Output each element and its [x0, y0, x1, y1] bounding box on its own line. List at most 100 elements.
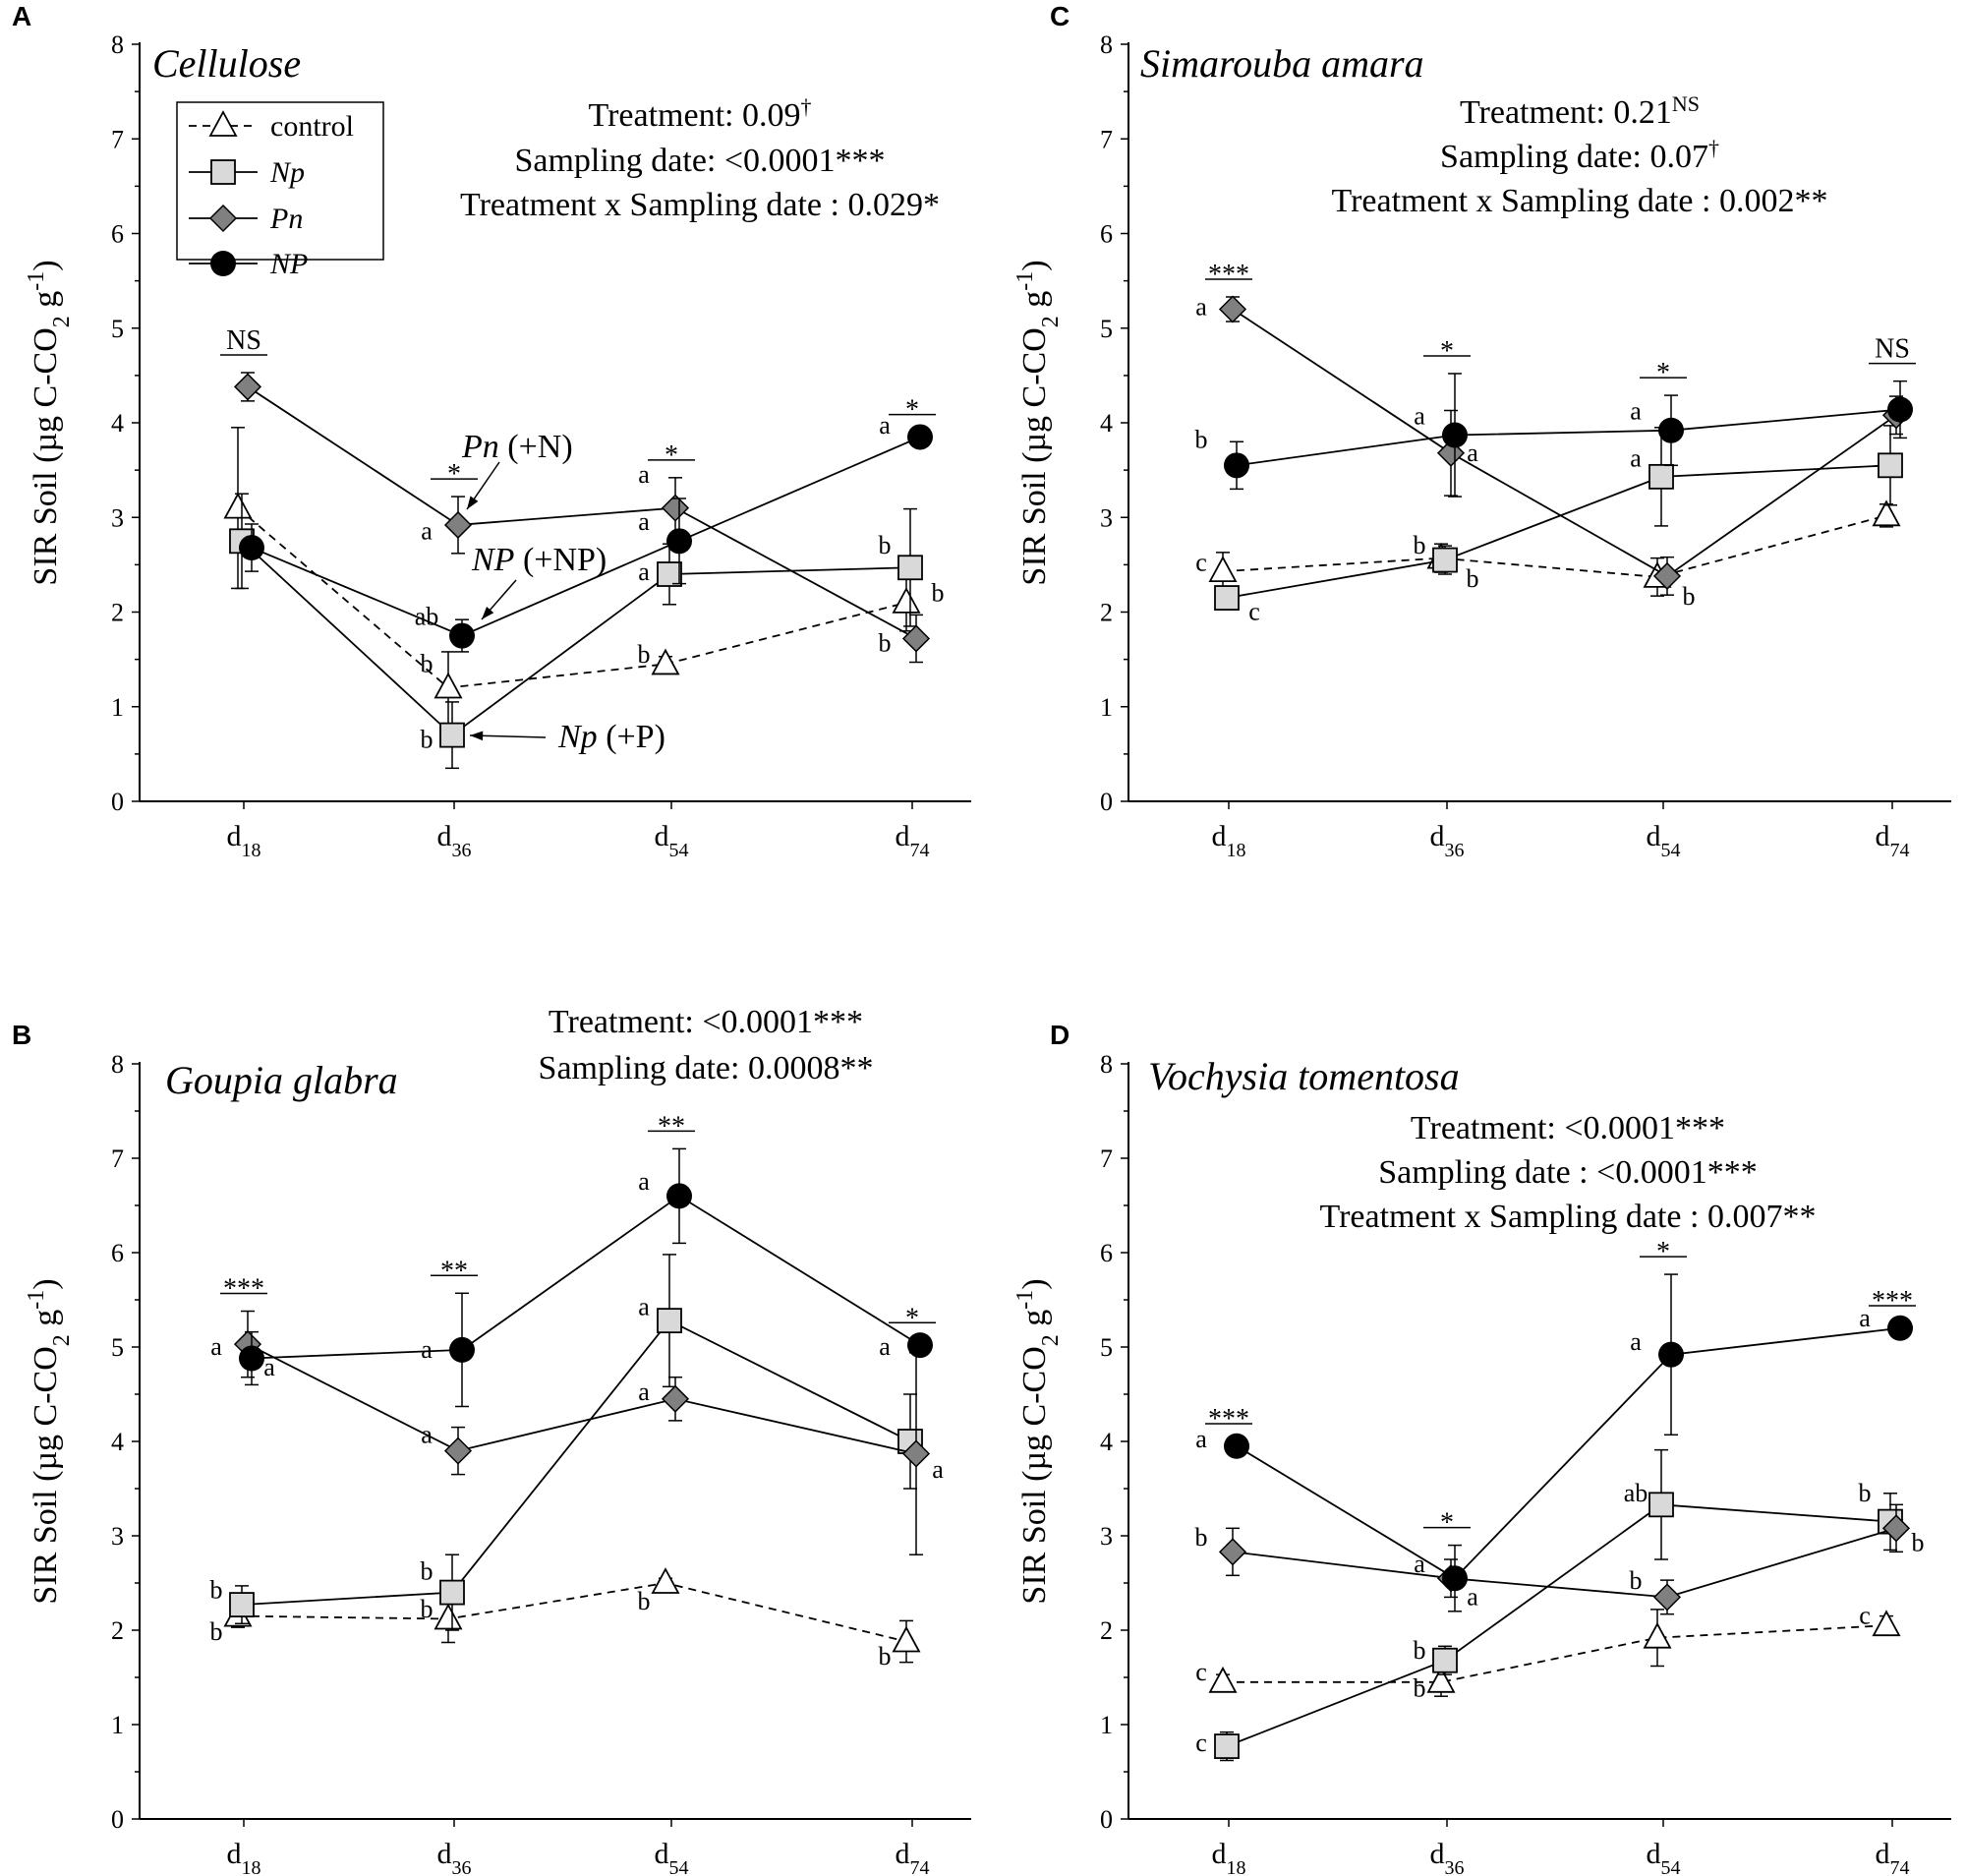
group-letter: b: [210, 1617, 223, 1646]
group-letter: a: [638, 557, 650, 586]
y-label-sup: -1: [1012, 271, 1038, 291]
significance-label: *: [905, 395, 919, 426]
x-tick-sub: 74: [1890, 1857, 1910, 1876]
marker-control: [892, 1625, 921, 1653]
y-label-sup: -1: [24, 271, 49, 291]
y-label-unit: g: [28, 291, 64, 317]
group-letter: a: [638, 507, 650, 536]
stat-main: Treatment: <0.0001***: [1411, 1110, 1725, 1146]
panel-title: Cellulose: [152, 41, 301, 86]
marker-control: [1208, 1666, 1238, 1693]
series-pn: [1218, 295, 1911, 596]
group-letter: ab: [415, 602, 439, 630]
y-tick-label: 6: [1100, 1239, 1113, 1267]
x-tick-sub: 74: [910, 840, 930, 861]
panel-letter: C: [1050, 1, 1070, 31]
group-letter: a: [1630, 444, 1642, 473]
series-line: [1232, 1527, 1897, 1599]
y-tick-label: 0: [111, 1805, 124, 1834]
stat-line: Treatment x Sampling date : 0.029*: [460, 187, 940, 223]
marker-np-circle: [1887, 396, 1913, 423]
y-tick-label: 1: [1100, 693, 1113, 722]
marker-np-square: [1878, 452, 1903, 479]
significance-label: ***: [1208, 260, 1249, 290]
series-np: [1214, 1448, 1903, 1762]
marker-control: [208, 110, 238, 137]
marker-np-square: [229, 1592, 255, 1617]
stat-sup: †: [1708, 136, 1719, 160]
annotation-label: Pn (+N): [461, 429, 573, 465]
stat-main: Sampling date: 0.07: [1440, 139, 1708, 175]
series-pn: [1218, 1503, 1911, 1615]
group-letter: b: [421, 649, 434, 677]
y-label-unit: g: [28, 1310, 64, 1335]
x-tick-label: d18: [227, 820, 261, 861]
marker-pn-diamond: [233, 373, 262, 401]
series-line: [251, 1195, 921, 1360]
x-tick-d: d: [655, 820, 669, 852]
x-tick-d: d: [1647, 820, 1661, 852]
x-tick-d: d: [1430, 820, 1445, 852]
group-letter: ab: [1624, 1479, 1648, 1507]
annotation-italic: Np: [557, 719, 598, 755]
x-tick-d: d: [227, 1838, 242, 1870]
y-tick-label: 1: [111, 1711, 124, 1739]
annotation-label: Np (+P): [557, 719, 665, 755]
y-tick-label: 6: [111, 220, 124, 249]
series-np: [1214, 425, 1903, 611]
y-tick-label: 4: [1100, 1428, 1113, 1456]
y-tick-label: 0: [1100, 788, 1113, 816]
series-control: [223, 427, 921, 725]
marker-pn-diamond: [1652, 1583, 1682, 1612]
panel-title: Vochysia tomentosa: [1148, 1054, 1460, 1098]
y-axis-label: SIR Soil (µg C-CO2 g-1): [1012, 260, 1064, 585]
y-axis-label: SIR Soil (µg C-CO2 g-1): [24, 1278, 75, 1604]
x-tick-label: d54: [655, 820, 689, 861]
marker-np-circle: [210, 251, 236, 276]
series-line: [1236, 1326, 1901, 1580]
x-tick-sub: 18: [1227, 1857, 1246, 1876]
marker-np-circle: [1887, 1315, 1913, 1341]
annotation-arrow-head: [470, 731, 484, 741]
stat-line: Treatment x Sampling date : 0.007**: [1320, 1199, 1817, 1235]
group-letter: c: [1195, 1729, 1207, 1757]
marker-pn-diamond: [1218, 295, 1247, 323]
annotation-rest: (+NP): [514, 542, 607, 578]
group-letter: a: [879, 411, 891, 440]
y-tick-label: 3: [1100, 503, 1113, 532]
group-letter: b: [1195, 1523, 1208, 1552]
marker-np-circle: [1442, 422, 1468, 448]
marker-control: [1208, 556, 1238, 583]
marker-np-circle: [239, 535, 264, 561]
x-tick-sub: 54: [669, 840, 689, 861]
series-control: [1208, 1609, 1901, 1697]
group-letter: a: [1195, 293, 1207, 322]
x-tick-sub: 54: [1661, 1857, 1681, 1876]
significance-label: NS: [1875, 334, 1910, 365]
marker-control: [223, 492, 253, 519]
group-letter: b: [1630, 1566, 1643, 1595]
series-line: [247, 1343, 917, 1455]
y-tick-label: 6: [1100, 220, 1113, 249]
x-tick-label: d18: [1212, 820, 1246, 861]
y-label-sup: -1: [1012, 1290, 1038, 1310]
group-letter: b: [421, 1595, 434, 1623]
y-tick-label: 5: [1100, 1333, 1113, 1362]
marker-np-square: [1214, 585, 1240, 611]
annotation-rest: (+N): [499, 429, 573, 465]
y-axis-label: SIR Soil (µg C-CO2 g-1): [24, 260, 75, 585]
stat-line: Sampling date: 0.07†: [1440, 136, 1719, 176]
significance-label: *: [905, 1303, 919, 1333]
series-np: [229, 1254, 923, 1631]
marker-pn-diamond: [1881, 1514, 1911, 1543]
y-label-close: ): [28, 1278, 64, 1289]
stat-main: Sampling date : <0.0001***: [1378, 1154, 1758, 1191]
panel-title: Simarouba amara: [1140, 41, 1424, 86]
x-tick-label: d18: [1212, 1838, 1246, 1876]
stat-line: Treatment: <0.0001***: [1411, 1110, 1725, 1146]
y-tick-label: 7: [1100, 125, 1113, 153]
y-tick-label: 1: [1100, 1711, 1113, 1739]
group-letter: a: [1414, 401, 1425, 430]
marker-np-square: [657, 1308, 682, 1334]
